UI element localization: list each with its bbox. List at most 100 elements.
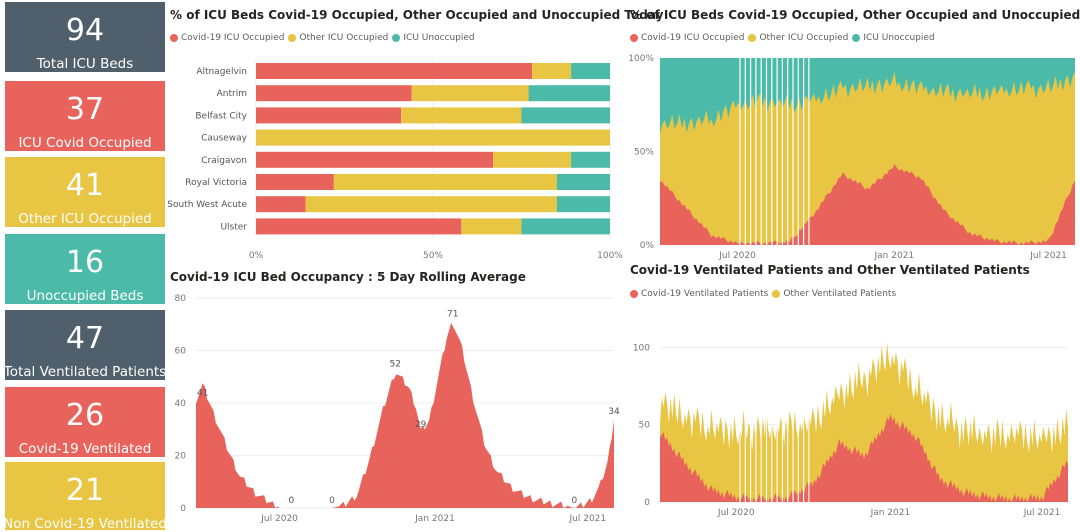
legend-dot [852,34,861,42]
x-tick-label: Jul 2021 [1023,508,1061,518]
category-label: Antrim [217,89,247,99]
bar-segment [256,174,334,190]
bar-segment [333,174,557,190]
legend-dot [630,290,638,298]
kpi-label: ICU Covid Occupied [18,135,152,151]
bar-segment [411,85,529,102]
x-tick-label: Jul 2020 [718,251,756,261]
hospital-chart-title: % of ICU Beds Covid-19 Occupied, Other O… [170,8,664,22]
kpi-card: 37 ICU Covid Occupied [5,81,165,151]
legend-item[interactable]: Covid-19 ICU Occupied [630,33,744,43]
legend-label: ICU Unoccupied [403,33,475,43]
y-tick-label: 50 [639,421,651,431]
legend-dot [748,34,757,42]
icu-percent-trend-title: % of ICU Beds Covid-19 Occupied, Other O… [630,8,1080,22]
legend-item[interactable]: Other ICU Occupied [748,33,848,43]
data-label: 34 [608,407,620,417]
legend-label: ICU Unoccupied [863,33,935,43]
category-label: Royal Victoria [185,178,247,188]
x-tick-label: 0% [249,251,264,261]
bar-segment [461,218,522,235]
bar-segment [571,63,610,79]
bar-segment [256,107,402,124]
x-tick-label: 100% [597,251,623,261]
legend-item[interactable]: Covid-19 ICU Occupied [170,33,284,43]
bar-segment [532,63,572,79]
area-covid-icu-occupied [660,164,1075,245]
kpi-value: 16 [65,245,105,280]
bar-segment [401,107,522,124]
bar-segment [256,196,306,213]
kpi-card: 26 Covid-19 Ventilated [5,387,165,457]
legend-label: Covid-19 ICU Occupied [641,33,745,43]
kpi-label: Other ICU Occupied [18,211,152,227]
y-tick-label: 40 [175,399,187,409]
area-other-icu-occupied [660,71,1075,245]
category-label: Ulster [220,222,247,232]
kpi-card: 21 Non Covid-19 Ventilated [3,462,167,532]
x-tick-label: Jul 2021 [569,514,607,524]
legend-label: Covid-19 Ventilated Patients [641,289,769,299]
legend-label: Covid-19 ICU Occupied [181,33,285,43]
area-covid-ventilated [660,413,1068,502]
x-tick-label: Jul 2021 [1029,251,1067,261]
y-tick-label: 80 [175,294,187,304]
ventilated-chart-legend: Covid-19 Ventilated Patients Other Venti… [630,289,900,299]
legend-dot [392,34,401,42]
legend-item[interactable]: Other Ventilated Patients [772,289,896,299]
bar-segment [556,174,610,190]
kpi-card: 41 Other ICU Occupied [5,157,165,227]
bar-segment [521,107,610,124]
legend-dot [630,34,638,42]
y-tick-label: 100% [628,54,654,64]
bar-segment [528,85,610,102]
category-label: South West Acute [167,200,247,210]
legend-item[interactable]: Other ICU Occupied [288,33,388,43]
bar-segment [256,218,462,235]
x-tick-label: Jul 2020 [260,514,298,524]
legend-label: Other ICU Occupied [299,33,389,43]
legend-item[interactable]: ICU Unoccupied [392,33,475,43]
bar-segment [256,129,610,146]
kpi-card: 47 Total Ventilated Patients [4,310,166,380]
kpi-label: Total ICU Beds [36,56,134,72]
y-tick-label: 50% [634,148,654,158]
bar-segment [305,196,557,213]
category-label: Causeway [201,134,248,144]
x-tick-label: Jul 2020 [717,508,755,518]
y-tick-label: 0 [180,504,186,514]
data-label: 29 [415,420,427,430]
ventilated-chart-title: Covid-19 Ventilated Patients and Other V… [630,263,1030,277]
kpi-label: Unoccupied Beds [26,288,144,304]
y-tick-label: 20 [175,452,187,462]
legend-dot [772,290,781,298]
kpi-value: 94 [65,13,105,48]
kpi-card: 16 Unoccupied Beds [5,234,165,304]
data-label: 41 [197,388,208,398]
rolling-average-area [196,322,614,508]
x-tick-label: Jan 2021 [414,514,455,524]
legend-item[interactable]: ICU Unoccupied [852,33,935,43]
x-tick-label: Jan 2021 [870,508,911,518]
area-other-ventilated [660,342,1068,502]
kpi-label: Non Covid-19 Ventilated [3,516,167,532]
x-tick-label: Jan 2021 [874,251,915,261]
hospital-chart-legend: Covid-19 ICU Occupied Other ICU Occupied… [170,33,479,43]
kpi-value: 47 [65,321,105,356]
kpi-value: 41 [65,168,105,203]
legend-label: Other Ventilated Patients [783,289,897,299]
y-tick-label: 0 [644,498,650,508]
legend-label: Other ICU Occupied [759,33,849,43]
data-label: 0 [329,496,335,506]
bar-segment [493,151,572,168]
category-label: Craigavon [201,156,247,166]
bar-segment [521,218,610,235]
bar-segment [256,63,533,79]
legend-item[interactable]: Covid-19 Ventilated Patients [630,289,768,299]
legend-dot [288,34,297,42]
icu-percent-trend-legend: Covid-19 ICU Occupied Other ICU Occupied… [630,33,939,43]
